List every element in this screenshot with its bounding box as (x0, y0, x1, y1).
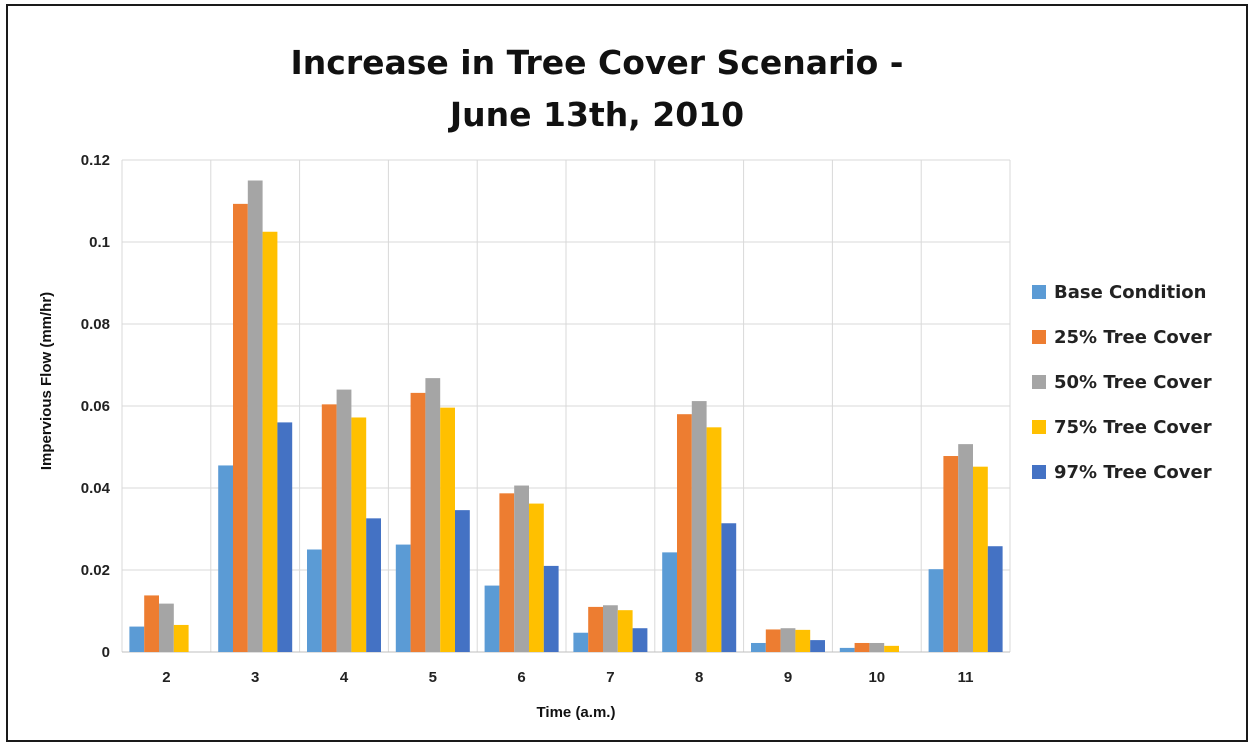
bar-1-4 (307, 549, 322, 652)
bar-2-7 (588, 606, 603, 652)
bar-3-8 (691, 401, 707, 652)
legend-swatch (1032, 285, 1046, 299)
y-tick-label: 0.1 (89, 234, 110, 251)
chart: Increase in Tree Cover Scenario - June 1… (38, 43, 1212, 721)
bar-2-9 (765, 629, 781, 652)
legend-label: Base Condition (1054, 282, 1206, 303)
bar-5-4 (366, 518, 381, 652)
x-tick-label: 9 (784, 669, 792, 686)
legend-swatch (1032, 420, 1046, 434)
bar-3-6 (514, 485, 529, 652)
bars (129, 180, 1003, 652)
legend-label: 50% Tree Cover (1054, 372, 1212, 393)
bar-4-5 (440, 407, 455, 652)
bar-5-3 (277, 422, 293, 652)
x-tick-label: 10 (868, 669, 885, 686)
bar-2-10 (854, 642, 870, 652)
chart-title: Increase in Tree Cover Scenario - June 1… (291, 43, 904, 134)
x-tick-label: 7 (606, 669, 614, 686)
bar-2-11 (943, 456, 959, 652)
bar-4-10 (884, 645, 899, 652)
bar-2-5 (410, 392, 426, 652)
bar-1-10 (839, 647, 855, 652)
legend-swatch (1032, 330, 1046, 344)
legend-swatch (1032, 375, 1046, 389)
bar-4-4 (351, 417, 367, 652)
bar-1-6 (484, 585, 500, 652)
bar-2-8 (677, 414, 692, 652)
bar-1-3 (218, 465, 233, 652)
x-tick-label: 11 (958, 669, 974, 686)
bar-4-11 (973, 466, 988, 652)
bar-1-9 (751, 642, 766, 652)
chart-frame: Increase in Tree Cover Scenario - June 1… (6, 4, 1248, 742)
bar-3-2 (159, 603, 174, 652)
bar-3-11 (958, 444, 973, 652)
bar-3-5 (425, 378, 441, 652)
x-axis-ticks: 2 3 4 5 6 7 8 9 10 11 (162, 669, 973, 686)
x-tick-label: 6 (517, 669, 525, 686)
bar-1-7 (573, 632, 589, 652)
y-axis-ticks: 0 0.02 0.04 0.06 0.08 0.1 0.12 (81, 152, 111, 661)
legend-label: 97% Tree Cover (1054, 462, 1212, 483)
legend: Base Condition 25% Tree Cover 50% Tree Cov… (1032, 282, 1212, 483)
x-tick-label: 5 (429, 669, 437, 686)
bar-4-3 (262, 231, 278, 652)
x-axis-label: Time (a.m.) (537, 704, 616, 721)
legend-label: 75% Tree Cover (1054, 417, 1212, 438)
chart-title-line-2: June 13th, 2010 (448, 95, 744, 134)
bar-2-3 (233, 203, 248, 652)
bar-3-3 (247, 180, 263, 652)
y-tick-label: 0.08 (81, 316, 110, 333)
y-tick-label: 0.12 (81, 152, 110, 169)
bar-4-8 (706, 427, 722, 652)
bar-4-9 (795, 629, 811, 652)
chart-title-line-1: Increase in Tree Cover Scenario - (291, 43, 904, 82)
x-tick-label: 2 (162, 669, 170, 686)
bar-5-8 (721, 523, 737, 652)
y-tick-label: 0.06 (81, 398, 110, 415)
legend-label: 25% Tree Cover (1054, 327, 1212, 348)
y-tick-label: 0.04 (81, 480, 111, 497)
y-axis-label: Impervious Flow (mm/hr) (38, 292, 55, 470)
bar-2-4 (321, 404, 337, 652)
x-tick-label: 8 (695, 669, 703, 686)
bar-4-2 (173, 624, 189, 652)
bar-1-2 (129, 626, 145, 652)
bar-2-2 (144, 595, 159, 652)
bar-1-5 (395, 544, 411, 652)
bar-5-5 (455, 510, 470, 652)
bar-3-4 (336, 389, 352, 652)
bar-3-7 (603, 605, 618, 652)
y-tick-label: 0 (102, 644, 110, 661)
bar-3-9 (780, 628, 796, 652)
bar-5-9 (810, 640, 825, 652)
bar-1-11 (928, 569, 944, 652)
bar-3-10 (869, 642, 885, 652)
bar-4-6 (529, 503, 544, 652)
bar-1-8 (662, 552, 677, 652)
y-tick-label: 0.02 (81, 562, 110, 579)
x-tick-label: 3 (251, 669, 259, 686)
bar-5-6 (543, 565, 559, 652)
bar-5-11 (987, 546, 1003, 652)
bar-5-7 (632, 628, 648, 652)
legend-swatch (1032, 465, 1046, 479)
bar-4-7 (617, 610, 633, 652)
x-tick-label: 4 (340, 669, 349, 686)
bar-2-6 (499, 493, 515, 652)
